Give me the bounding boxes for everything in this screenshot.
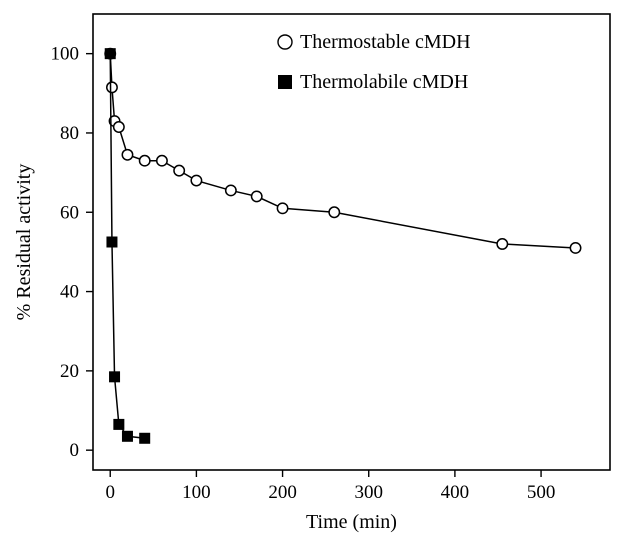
data-point <box>106 236 118 248</box>
data-point <box>104 48 116 60</box>
y-tick-label: 100 <box>51 44 80 65</box>
y-axis: 0 20 40 60 80 100 <box>51 44 93 461</box>
series-layer <box>104 47 582 444</box>
legend-label: Thermolabile cMDH <box>300 71 468 93</box>
y-tick-label: 0 <box>70 440 80 461</box>
legend-marker <box>277 34 293 50</box>
data-point <box>106 81 118 94</box>
data-point <box>155 154 168 167</box>
data-point <box>173 164 186 177</box>
x-axis-label: Time (min) <box>306 511 397 533</box>
series-2 <box>104 48 151 444</box>
y-tick-label: 20 <box>60 361 79 382</box>
data-point <box>569 241 582 254</box>
x-tick-label: 300 <box>354 482 383 503</box>
legend: Thermostable cMDH Thermolabile cMDH <box>277 31 471 93</box>
y-tick-label: 60 <box>60 202 79 223</box>
x-tick-label: 500 <box>527 482 556 503</box>
plot-frame <box>92 13 611 471</box>
y-tick-label: 80 <box>60 123 79 144</box>
data-point <box>224 184 237 197</box>
data-point <box>328 206 341 219</box>
x-tick-label: 200 <box>268 482 297 503</box>
x-tick-label: 100 <box>182 482 211 503</box>
x-tick-label: 400 <box>441 482 470 503</box>
data-point <box>190 174 203 187</box>
data-point <box>121 148 134 161</box>
data-point <box>138 154 151 167</box>
y-tick-label: 40 <box>60 282 79 303</box>
data-point <box>496 238 509 250</box>
legend-marker <box>278 75 292 89</box>
data-point <box>276 202 289 215</box>
legend-label: Thermostable cMDH <box>300 31 471 53</box>
data-point <box>109 371 121 383</box>
x-tick-label: 0 <box>105 482 115 503</box>
data-point <box>139 432 151 444</box>
data-point <box>113 418 125 430</box>
data-point <box>121 430 133 442</box>
data-point <box>112 121 125 133</box>
x-axis: 0 100 200 300 400 500 <box>105 470 555 503</box>
series-1 <box>104 47 582 254</box>
plot-border <box>92 13 611 471</box>
data-point <box>250 190 263 203</box>
y-axis-label: % Residual activity <box>13 164 35 321</box>
